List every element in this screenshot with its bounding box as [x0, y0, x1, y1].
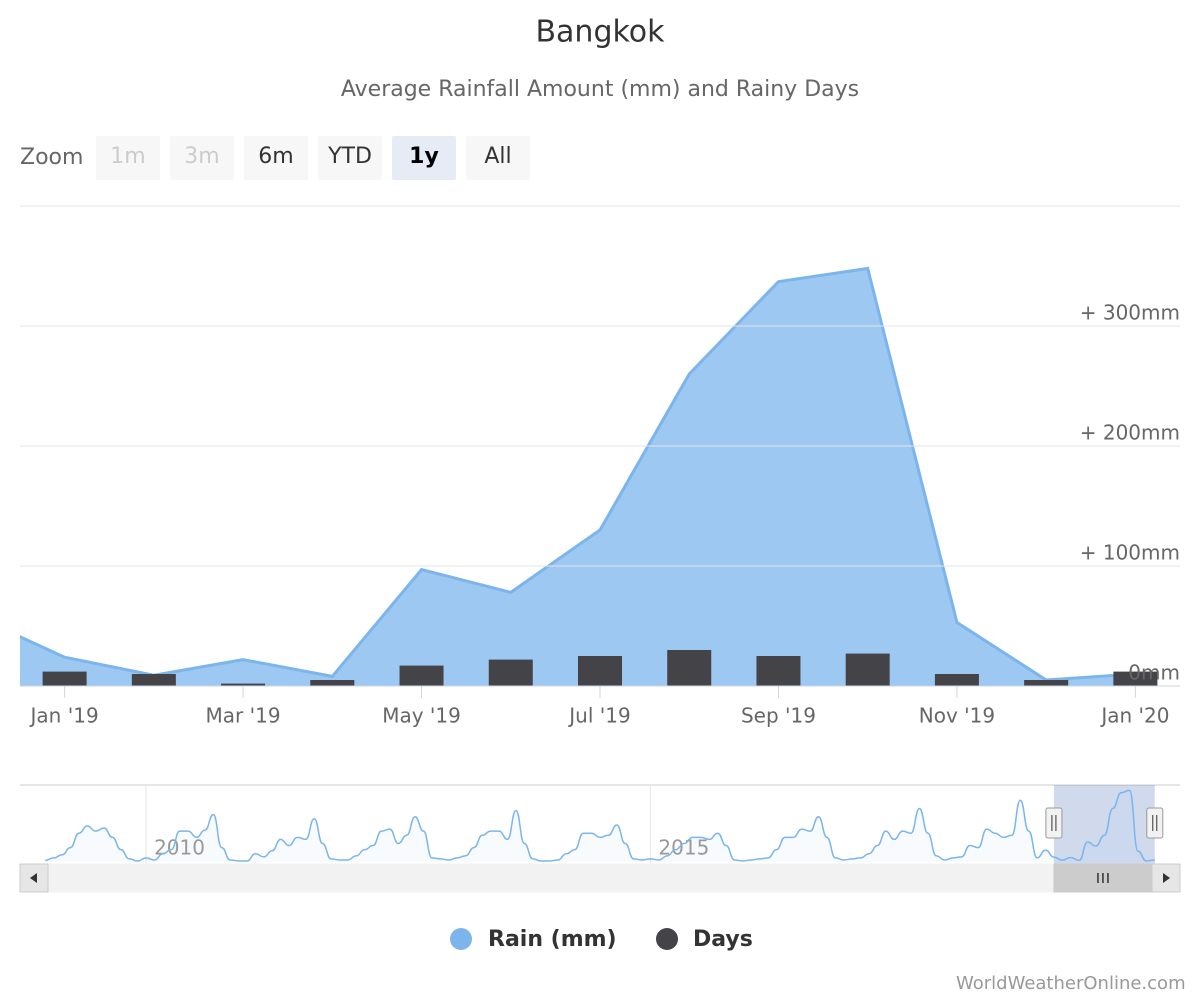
navigator-line [45, 789, 1155, 862]
zoom-button-label[interactable]: 1y [409, 144, 439, 169]
days-bar [756, 656, 801, 686]
scrollbar-grip [1097, 873, 1109, 883]
axes: 0mm + 100mm + 200mm + 300mm Jan '19 Mar '19 Ma… [20, 301, 1180, 728]
days-bar [578, 656, 622, 686]
x-tick-label: Jan '20 [1099, 704, 1169, 728]
x-tick-label: Mar '19 [206, 704, 281, 728]
y-tick-label: + 300mm [1080, 301, 1180, 325]
zoom-button[interactable] [244, 136, 308, 180]
zoom-button-label: 3m [184, 144, 219, 169]
days-bar [845, 653, 890, 686]
legend-symbol[interactable] [450, 928, 472, 950]
navigator-handle-grip [1152, 815, 1158, 831]
navigator-tick-label: 2010 [154, 836, 205, 860]
range-selector[interactable]: 1m 3m 6m YTD 1y All [96, 136, 530, 180]
plot-area [20, 266, 1158, 686]
days-bar [1024, 680, 1069, 686]
legend-label[interactable]: Rain (mm) [488, 927, 617, 952]
zoom-button-label[interactable]: 6m [258, 144, 293, 169]
zoom-button [96, 136, 160, 180]
days-bar [42, 671, 87, 686]
zoom-button[interactable] [466, 136, 530, 180]
days-bar [488, 659, 533, 686]
days-bar [399, 665, 444, 686]
days-bar [934, 674, 979, 686]
chart-title: Bangkok [535, 15, 665, 50]
navigator-handle[interactable] [1146, 807, 1164, 839]
zoom-button-label[interactable]: All [484, 144, 511, 169]
rain-line [20, 266, 1136, 682]
navigator-handle-grip [1051, 815, 1057, 831]
days-bar [667, 650, 712, 686]
zoom-button-label: 1m [110, 144, 145, 169]
zoom-button-label[interactable]: YTD [327, 144, 372, 169]
zoom-button[interactable] [318, 136, 382, 180]
x-tick-label: Sep '19 [741, 704, 816, 728]
scroll-left-arrow [30, 873, 37, 883]
days-bar [221, 683, 266, 686]
days-bar [131, 674, 176, 686]
zoom-label: Zoom [20, 145, 83, 170]
y-tick-label: + 100mm [1080, 541, 1180, 565]
y-tick-label: + 200mm [1080, 421, 1180, 445]
x-tick-label: Jan '19 [29, 704, 99, 728]
scrollbar[interactable] [19, 863, 1181, 893]
scroll-right-arrow [1163, 873, 1170, 883]
zoom-button [170, 136, 234, 180]
legend[interactable]: Rain (mm) Days [450, 927, 753, 952]
x-tick-label: Jul '19 [567, 704, 630, 728]
legend-symbol[interactable] [656, 928, 678, 950]
days-bar [1113, 671, 1158, 686]
legend-label[interactable]: Days [693, 927, 753, 952]
x-tick-label: Nov '19 [919, 704, 995, 728]
scrollbar-track[interactable] [19, 863, 1181, 893]
navigator-plot [45, 789, 1155, 862]
navigator-handle[interactable] [1045, 807, 1063, 839]
chart-subtitle: Average Rainfall Amount (mm) and Rainy D… [341, 77, 859, 102]
y-tick-label: 0mm [1128, 661, 1180, 685]
credits[interactable]: WorldWeatherOnline.com [956, 973, 1186, 994]
zoom-button[interactable] [392, 136, 456, 180]
days-bar [310, 680, 355, 686]
x-tick-label: May '19 [382, 704, 461, 728]
rain-area [20, 268, 1136, 686]
